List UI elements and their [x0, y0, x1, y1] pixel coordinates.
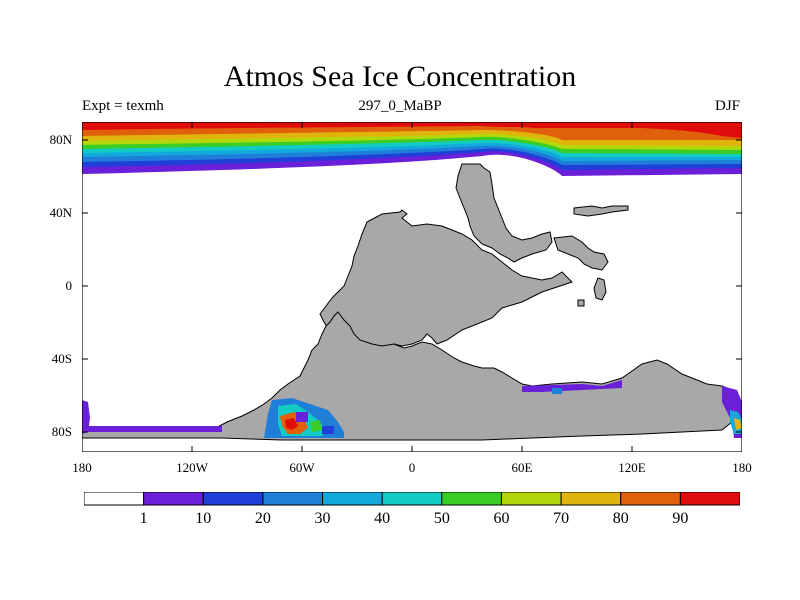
map-panel — [82, 122, 742, 452]
lon-label: 0 — [408, 460, 416, 475]
colorbar-label: 60 — [493, 510, 510, 527]
colorbar-swatch — [202, 492, 264, 506]
colorbar — [84, 492, 740, 506]
colorbar-swatch — [322, 492, 383, 506]
southern-sea-ice — [82, 380, 742, 438]
colorbar-label: 80 — [612, 510, 629, 527]
colorbar-label: 90 — [672, 510, 689, 527]
pangea-landmass — [319, 209, 573, 365]
lat-label: 80S — [51, 424, 72, 439]
lat-label: 40N — [49, 205, 72, 220]
small-island-east — [593, 277, 607, 301]
colorbar-label: 10 — [195, 510, 212, 527]
colorbar-label: 70 — [553, 510, 570, 527]
lat-label: 40S — [51, 351, 72, 366]
lon-label: 60W — [289, 460, 315, 475]
lon-label: 180 — [732, 460, 752, 475]
lat-label: 80N — [49, 132, 72, 147]
small-island-tiny — [577, 299, 585, 307]
colorbar-label: 40 — [374, 510, 391, 527]
cathaysia-island — [553, 235, 609, 271]
lon-label: 120W — [176, 460, 208, 475]
east-island-arc — [573, 205, 629, 217]
colorbar-swatch — [560, 492, 622, 506]
colorbar-swatch — [441, 492, 502, 506]
colorbar-swatch — [500, 492, 562, 506]
chart-title: Atmos Sea Ice Concentration — [223, 60, 577, 93]
colorbar-swatch — [620, 492, 681, 506]
land-masses — [82, 163, 738, 441]
colorbar-label: 50 — [433, 510, 450, 527]
gondwana-landmass — [82, 311, 738, 441]
lon-label: 120E — [618, 460, 646, 475]
colorbar-swatch — [143, 492, 204, 506]
colorbar-swatch — [262, 492, 324, 506]
colorbar-swatch — [679, 492, 740, 506]
colorbar-label: 30 — [314, 510, 331, 527]
lat-label: 0 — [65, 278, 73, 293]
experiment-label: Expt = texmh — [82, 98, 164, 114]
colorbar-swatch — [84, 492, 145, 506]
colorbar-label: 20 — [254, 510, 271, 527]
north-continent — [455, 163, 553, 263]
lon-label: 180 — [72, 460, 92, 475]
subtitle: 297_0_MaBP — [358, 98, 442, 114]
lon-label: 60E — [511, 460, 533, 475]
colorbar-label: 1 — [139, 510, 148, 527]
season-label: DJF — [714, 98, 740, 114]
northern-sea-ice — [82, 122, 742, 176]
colorbar-swatch — [381, 492, 443, 506]
axis-ticks — [82, 122, 742, 452]
